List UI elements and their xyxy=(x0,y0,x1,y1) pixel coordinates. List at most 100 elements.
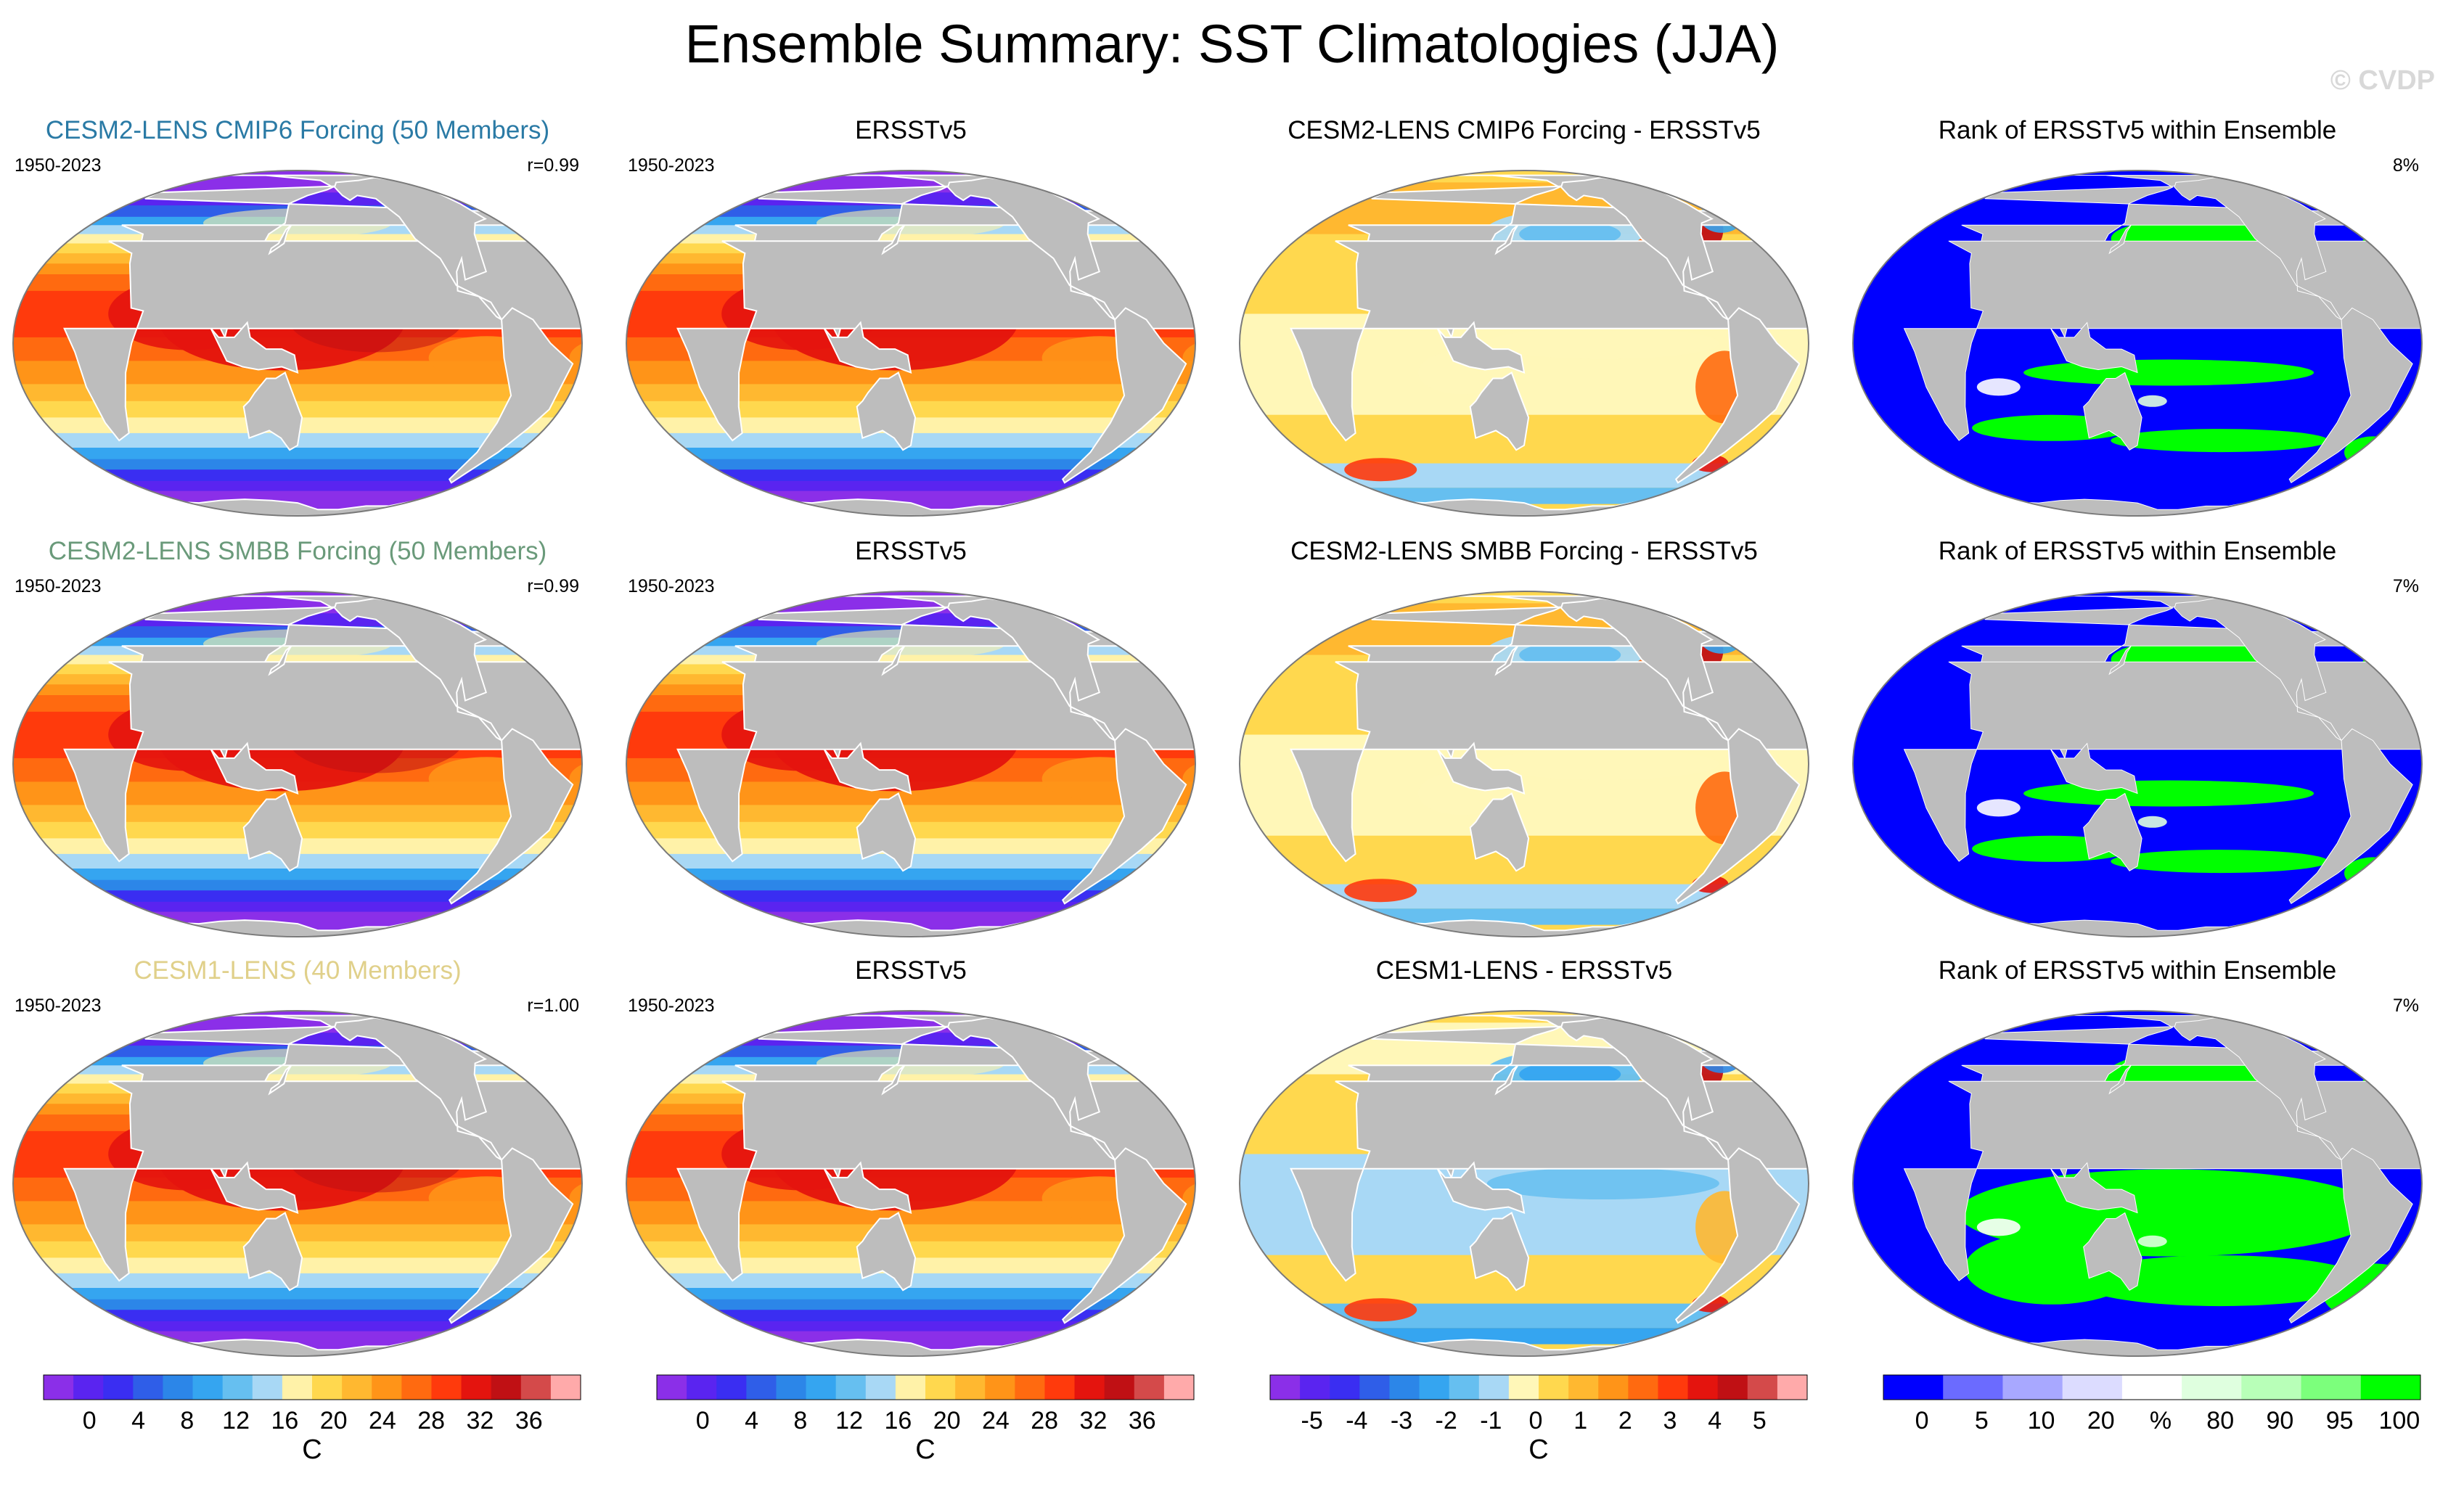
colorbar-swatch xyxy=(2002,1375,2063,1400)
land-europe-islands xyxy=(1737,1038,1764,1055)
colorbar-swatch xyxy=(2121,1375,2182,1400)
map-border xyxy=(12,1010,583,1357)
colorbar-tick-label: 1 xyxy=(1573,1407,1587,1434)
land-indonesia xyxy=(1436,742,1526,795)
colorbar-swatches: 0 5 10 20% 80 90 95 100 xyxy=(1883,1374,2421,1434)
land-japan xyxy=(2108,645,2132,676)
rank-percent: 8% xyxy=(2392,155,2419,176)
map-border xyxy=(12,591,583,937)
colorbar-tick-label: 20 xyxy=(320,1407,348,1434)
colorbar-swatch xyxy=(1270,1375,1301,1400)
colorbar-swatch xyxy=(776,1375,807,1400)
colorbar-tick-label: -4 xyxy=(1346,1407,1367,1434)
panel-r1-c4: Rank of ERSSTv5 within Ensemble 8% xyxy=(1840,116,2435,522)
colorbar-swatch xyxy=(1628,1375,1658,1400)
colorbar-tick-label: 0 xyxy=(83,1407,97,1434)
colorbar-tick-label: 3 xyxy=(1663,1407,1677,1434)
land-europe-islands xyxy=(2351,1038,2376,1054)
land-europe-islands xyxy=(2351,619,2376,635)
colorbar-swatch xyxy=(1449,1375,1480,1400)
colorbar-swatch xyxy=(1747,1375,1778,1400)
colorbar-swatches: 0 4 8 12 16 20 24 28 32 36 xyxy=(43,1374,581,1434)
map-border xyxy=(1239,591,1809,937)
colorbar-swatch xyxy=(133,1375,163,1400)
colorbar-swatch xyxy=(746,1375,777,1400)
colorbar-swatch xyxy=(282,1375,313,1400)
panel-r2-c1: CESM2-LENS SMBB Forcing (50 Members) 1950… xyxy=(0,537,595,943)
colorbar-swatch xyxy=(431,1375,462,1400)
sst-model-map xyxy=(12,170,583,517)
panel-title: Rank of ERSSTv5 within Ensemble xyxy=(1938,537,2337,565)
colorbar-tick-label: 4 xyxy=(1708,1407,1722,1434)
colorbar-swatch xyxy=(925,1375,956,1400)
land-south-america xyxy=(1061,1147,1187,1324)
colorbar-swatch xyxy=(1359,1375,1390,1400)
colorbar-tick-label: 4 xyxy=(131,1407,145,1434)
land-south-america xyxy=(448,1147,574,1324)
colorbar-tick-label: 28 xyxy=(417,1407,445,1434)
land-indonesia xyxy=(210,321,299,374)
land-australia xyxy=(2083,1212,2142,1291)
colorbar-tick-label: 28 xyxy=(1031,1407,1058,1434)
rank-percent: 7% xyxy=(2392,576,2419,596)
colorbar-swatch xyxy=(252,1375,283,1400)
map-frame xyxy=(1847,1006,2428,1361)
colorbar-swatch xyxy=(163,1375,194,1400)
colorbar-tick-label: 16 xyxy=(271,1407,298,1434)
colorbar-swatch xyxy=(520,1375,552,1400)
colorbar-tick-label: 8 xyxy=(793,1407,807,1434)
panel-title: CESM2-LENS SMBB Forcing - ERSSTv5 xyxy=(1290,537,1758,565)
colorbar-swatch xyxy=(2301,1375,2362,1400)
colorbar-swatch xyxy=(2062,1375,2123,1400)
land-south-america xyxy=(448,728,574,905)
panel-period: 1950-2023 xyxy=(15,576,102,596)
colorbar-swatch xyxy=(44,1375,74,1400)
land-japan xyxy=(2108,1064,2132,1095)
rank-map xyxy=(1852,591,2423,937)
colorbar-swatch xyxy=(1163,1375,1195,1400)
land-europe-islands xyxy=(510,618,537,636)
land-europe-islands xyxy=(510,1038,537,1055)
land-south-america xyxy=(2288,307,2413,484)
colorbar-tick-label: 8 xyxy=(180,1407,194,1434)
colorbar-tick-label: 10 xyxy=(2028,1407,2055,1434)
colorbar-tick-label: 24 xyxy=(982,1407,1010,1434)
land-indonesia xyxy=(2050,1162,2138,1214)
figure-title: Ensemble Summary: SST Climatologies (JJA… xyxy=(684,14,1780,74)
land-mask xyxy=(676,172,1195,516)
land-south-america xyxy=(448,307,574,484)
colorbar-tick-label: 5 xyxy=(1975,1407,1989,1434)
sst-obs-map xyxy=(626,170,1196,517)
panel-r1-c2: ERSSTv5 1950-2023 xyxy=(613,116,1208,522)
land-japan xyxy=(1494,645,1519,676)
land-australia xyxy=(856,1211,917,1292)
pattern-correlation: r=0.99 xyxy=(527,576,579,596)
land-japan xyxy=(268,224,292,255)
colorbar-tick-label: 95 xyxy=(2326,1407,2354,1434)
map-frame xyxy=(621,165,1201,521)
map-border xyxy=(1239,1010,1809,1357)
land-mask xyxy=(63,593,582,937)
land-indonesia xyxy=(823,321,912,374)
colorbar-swatch xyxy=(1943,1375,2003,1400)
colorbar-tick-label: 12 xyxy=(222,1407,250,1434)
panel-title: CESM1-LENS - ERSSTv5 xyxy=(1375,956,1673,985)
colorbar-tick-label: 16 xyxy=(884,1407,912,1434)
map-frame xyxy=(1847,586,2428,942)
land-japan xyxy=(881,1064,906,1096)
cvdp-watermark: © CVDP xyxy=(2330,65,2435,96)
colorbar-swatches: -5 -4 -3 -2 -1 0 1 2 3 4 5 xyxy=(1269,1374,1808,1434)
rank-percent: 7% xyxy=(2392,996,2419,1016)
colorbar-swatch xyxy=(835,1375,867,1400)
colorbar-2: 0 4 8 12 16 20 24 28 32 36 C xyxy=(656,1374,1208,1469)
land-mask xyxy=(63,172,582,516)
panel-title: CESM2-LENS CMIP6 Forcing - ERSSTv5 xyxy=(1288,116,1761,144)
land-south-america xyxy=(2288,1147,2413,1324)
land-japan xyxy=(881,224,906,255)
colorbar-swatch xyxy=(1389,1375,1420,1400)
colorbar-swatch xyxy=(1300,1375,1330,1400)
panel-title: CESM2-LENS CMIP6 Forcing (50 Members) xyxy=(45,116,550,144)
panel-r3-c4: Rank of ERSSTv5 within Ensemble 7% xyxy=(1840,956,2435,1363)
map-frame xyxy=(1847,165,2428,521)
land-mask xyxy=(1290,1012,1809,1356)
